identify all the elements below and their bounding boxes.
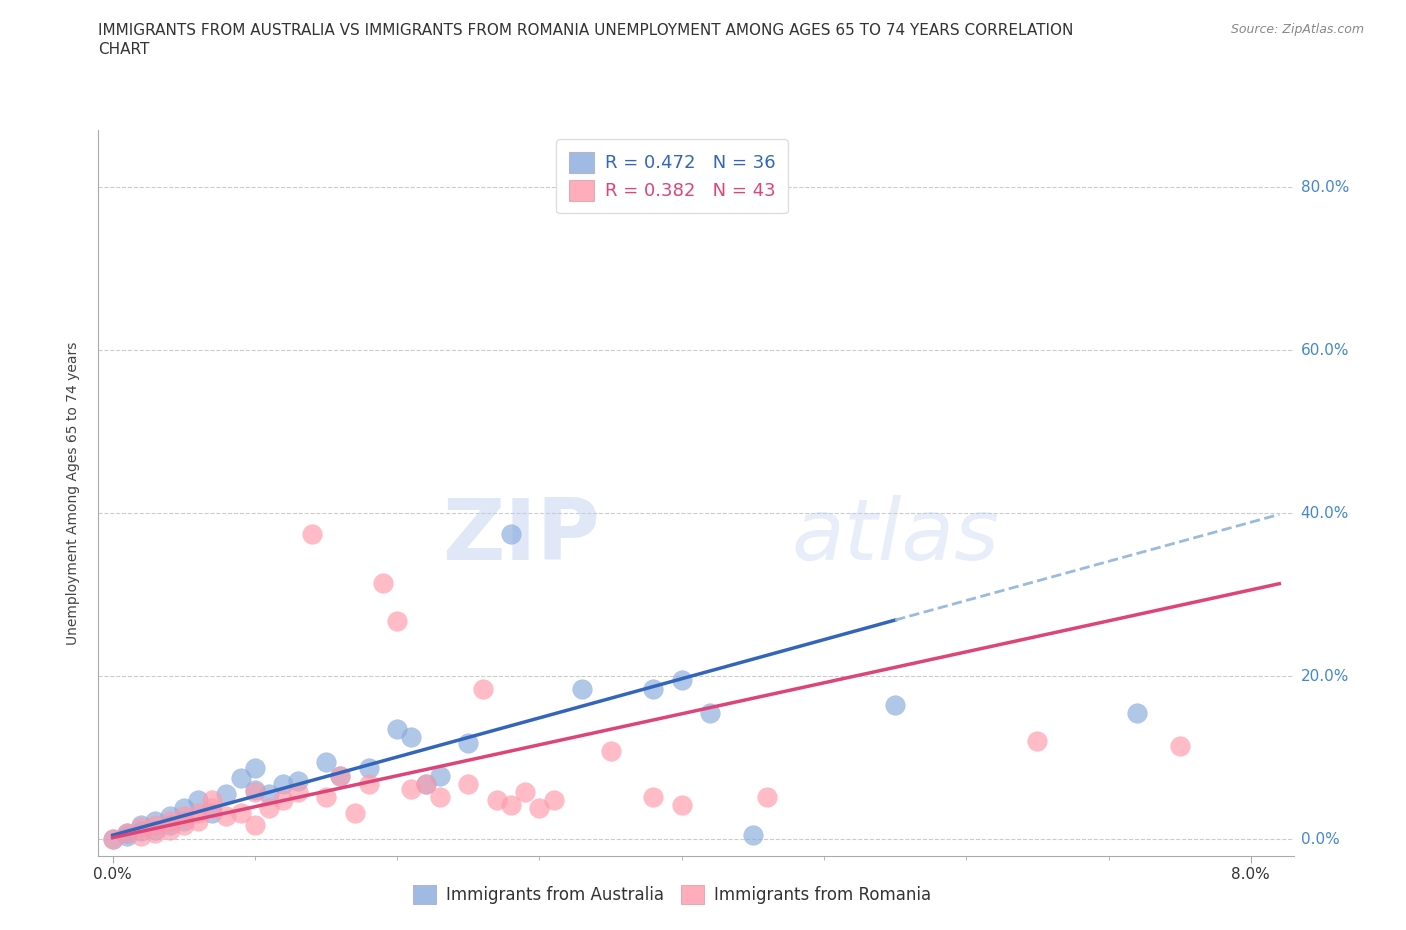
Point — [243, 785, 266, 800]
Point — [515, 785, 537, 800]
Point — [371, 575, 394, 590]
Point — [229, 771, 252, 786]
Point — [357, 777, 380, 791]
Point — [187, 814, 209, 829]
Point — [343, 805, 366, 820]
Point — [329, 768, 352, 783]
Point — [485, 792, 508, 807]
Point — [357, 760, 380, 775]
Text: 20.0%: 20.0% — [1301, 669, 1348, 684]
Point — [671, 798, 693, 813]
Point — [201, 801, 224, 816]
Point — [215, 809, 238, 824]
Point — [499, 798, 522, 813]
Point — [457, 777, 479, 791]
Point — [159, 822, 181, 837]
Point — [471, 681, 494, 696]
Point — [159, 809, 181, 824]
Point — [129, 819, 152, 834]
Point — [643, 681, 665, 696]
Point — [129, 824, 152, 839]
Point — [756, 790, 779, 804]
Point — [101, 831, 124, 846]
Point — [599, 744, 621, 759]
Point — [143, 817, 166, 832]
Point — [415, 777, 437, 791]
Legend: Immigrants from Australia, Immigrants from Romania: Immigrants from Australia, Immigrants fr… — [405, 877, 939, 912]
Point — [499, 526, 522, 541]
Point — [143, 825, 166, 840]
Text: 40.0%: 40.0% — [1301, 506, 1348, 521]
Point — [201, 805, 224, 820]
Text: IMMIGRANTS FROM AUSTRALIA VS IMMIGRANTS FROM ROMANIA UNEMPLOYMENT AMONG AGES 65 : IMMIGRANTS FROM AUSTRALIA VS IMMIGRANTS … — [98, 23, 1074, 38]
Point — [229, 805, 252, 820]
Point — [385, 614, 409, 629]
Text: CHART: CHART — [98, 42, 150, 57]
Point — [143, 822, 166, 837]
Point — [429, 768, 451, 783]
Point — [115, 825, 138, 840]
Point — [173, 809, 195, 824]
Text: 60.0%: 60.0% — [1301, 343, 1348, 358]
Point — [257, 787, 280, 802]
Point — [129, 817, 152, 832]
Point — [159, 817, 181, 832]
Point — [243, 760, 266, 775]
Point — [415, 777, 437, 791]
Point — [671, 673, 693, 688]
Point — [201, 792, 224, 807]
Text: 80.0%: 80.0% — [1301, 179, 1348, 194]
Point — [741, 828, 763, 843]
Point — [1168, 738, 1191, 753]
Point — [187, 792, 209, 807]
Point — [643, 790, 665, 804]
Point — [315, 754, 337, 769]
Point — [115, 829, 138, 844]
Point — [429, 790, 451, 804]
Point — [329, 768, 352, 783]
Point — [173, 814, 195, 829]
Point — [401, 781, 423, 796]
Point — [101, 831, 124, 846]
Text: 0.0%: 0.0% — [1301, 831, 1340, 847]
Point — [257, 801, 280, 816]
Point — [243, 783, 266, 798]
Point — [173, 817, 195, 832]
Point — [315, 790, 337, 804]
Point — [273, 792, 295, 807]
Point — [543, 792, 565, 807]
Point — [699, 706, 721, 721]
Point — [243, 817, 266, 832]
Text: Source: ZipAtlas.com: Source: ZipAtlas.com — [1230, 23, 1364, 36]
Point — [571, 681, 593, 696]
Point — [273, 777, 295, 791]
Point — [159, 814, 181, 829]
Point — [1026, 734, 1049, 749]
Point — [457, 736, 479, 751]
Text: atlas: atlas — [792, 495, 1000, 578]
Point — [115, 825, 138, 840]
Point — [215, 787, 238, 802]
Point — [401, 730, 423, 745]
Point — [884, 698, 907, 712]
Point — [385, 722, 409, 737]
Point — [187, 805, 209, 820]
Y-axis label: Unemployment Among Ages 65 to 74 years: Unemployment Among Ages 65 to 74 years — [66, 341, 80, 644]
Point — [287, 785, 309, 800]
Point — [301, 526, 323, 541]
Point — [1126, 706, 1149, 721]
Point — [173, 801, 195, 816]
Point — [143, 814, 166, 829]
Point — [529, 801, 551, 816]
Point — [129, 829, 152, 844]
Point — [287, 773, 309, 788]
Text: ZIP: ZIP — [443, 495, 600, 578]
